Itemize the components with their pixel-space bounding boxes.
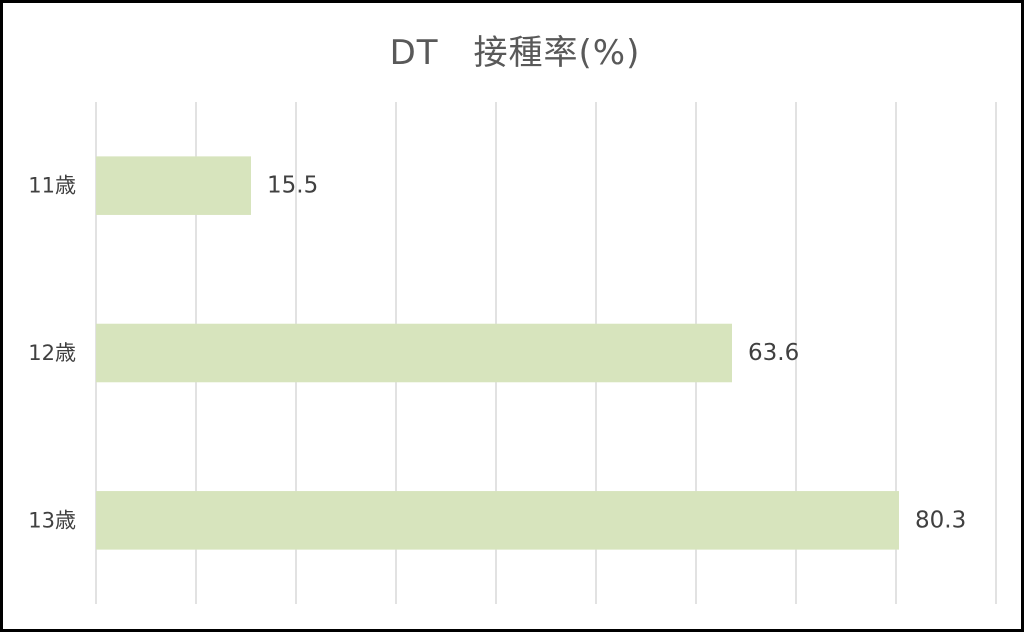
category-tick-label: 11歳	[28, 174, 76, 198]
bar	[96, 491, 899, 550]
bar	[96, 156, 251, 215]
category-tick-label: 12歳	[28, 341, 76, 365]
bar	[96, 323, 732, 383]
data-label: 15.5	[267, 173, 318, 199]
data-label: 80.3	[915, 507, 966, 533]
chart-title: DT 接種率(%)	[389, 33, 641, 73]
labels: 11歳 15.5 12歳 63.6 13歳 80.3	[28, 173, 966, 534]
data-label: 63.6	[748, 340, 799, 366]
category-tick-label: 13歳	[28, 508, 76, 532]
bars	[96, 156, 899, 550]
